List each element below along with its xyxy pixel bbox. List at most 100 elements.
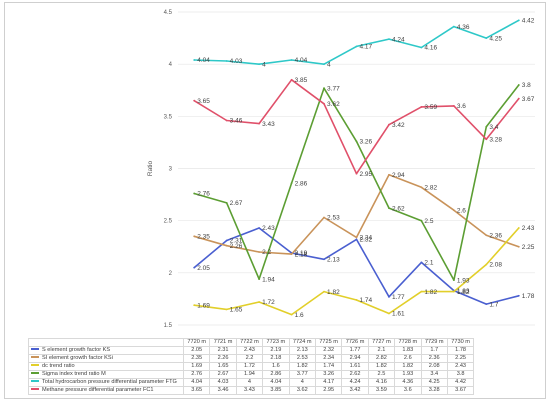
data-table: 7720 m 7721 m 7722 m 7723 m 7724 m 7725 m 7726… — [28, 338, 475, 395]
table-value-cell: 2.36 — [420, 354, 448, 363]
table-value-cell: 2.67 — [209, 370, 237, 379]
table-value-cell: 1.65 — [209, 362, 237, 371]
category-label: 7724 m — [288, 338, 316, 347]
table-row: S element growth factor KS 2.05 2.31 2.43 2.… — [28, 346, 475, 355]
table-value-cell: 4.42 — [446, 378, 475, 387]
table-value-cell: 4.25 — [420, 378, 448, 387]
data-point — [225, 202, 228, 204]
data-point — [290, 182, 293, 185]
data-point — [193, 192, 196, 195]
data-label: 2.13 — [327, 256, 340, 263]
table-row: Methane pressure differential parameter … — [28, 386, 475, 395]
series-line — [193, 84, 520, 281]
data-label: 4.24 — [392, 36, 405, 43]
data-point — [193, 266, 196, 269]
data-point — [193, 304, 196, 307]
series-name: S element growth factor KS — [42, 347, 111, 354]
y-tick-label: 2.5 — [164, 219, 173, 225]
data-point — [452, 290, 455, 293]
data-label: 1.83 — [457, 288, 470, 295]
table-value-cell: 2.18 — [262, 354, 290, 363]
table-value-cell: 3.77 — [288, 370, 316, 379]
data-label: 2.67 — [230, 200, 243, 207]
data-label: 2.34 — [360, 235, 373, 242]
legend-swatch — [31, 380, 39, 382]
data-point — [388, 38, 390, 41]
series-name-cell: Total hydrocarbon pressure differential … — [28, 378, 184, 387]
data-point — [485, 125, 488, 128]
data-point — [388, 123, 390, 126]
data-label: 2.18 — [295, 251, 308, 258]
data-point — [323, 102, 325, 105]
table-value-cell: 4.24 — [341, 378, 369, 387]
data-point — [323, 216, 325, 219]
data-label: 2.25 — [522, 244, 535, 251]
data-label: 4.17 — [360, 44, 373, 51]
data-point — [420, 46, 423, 49]
legend-swatch — [31, 348, 39, 350]
series-line — [193, 19, 520, 65]
data-label: 4.25 — [489, 35, 502, 42]
data-label: 2.86 — [295, 180, 308, 187]
data-label: 2.95 — [360, 171, 373, 178]
data-label: 3.43 — [262, 121, 275, 128]
data-point — [485, 138, 488, 141]
data-point — [323, 258, 325, 261]
table-value-cell: 3.28 — [420, 386, 448, 395]
table-value-cell: 1.72 — [235, 362, 264, 371]
data-point — [452, 25, 455, 28]
series-lines — [193, 19, 520, 316]
table-value-cell: 2.1 — [367, 346, 396, 355]
legend-swatch — [31, 356, 39, 358]
data-point — [517, 245, 520, 248]
data-label: 1.6 — [295, 312, 304, 319]
data-label: 1.74 — [360, 297, 373, 304]
series-name-cell: Methane pressure differential parameter … — [28, 386, 184, 395]
data-label: 2.82 — [424, 184, 437, 191]
table-value-cell: 4.16 — [367, 378, 396, 387]
data-label: 3.65 — [197, 98, 210, 105]
data-label: 2.05 — [197, 265, 210, 272]
table-value-cell: 2.26 — [209, 354, 237, 363]
data-label: 1.65 — [230, 307, 243, 314]
data-label: 2.43 — [522, 225, 535, 232]
data-label: 2.31 — [230, 238, 243, 245]
data-label: 2.76 — [197, 191, 210, 198]
table-value-cell: 2.31 — [209, 346, 237, 355]
y-tick-label: 4.5 — [164, 10, 173, 16]
table-value-cell: 2.94 — [341, 354, 369, 363]
data-point — [258, 63, 261, 66]
data-point — [225, 119, 228, 122]
table-value-cell: 1.61 — [341, 362, 369, 371]
table-value-cell: 3.4 — [420, 370, 448, 379]
data-label: 1.82 — [424, 289, 437, 296]
legend-swatch — [31, 364, 39, 366]
data-point — [225, 244, 228, 247]
y-tick-label: 3.5 — [164, 114, 173, 120]
y-axis-title: Ratio — [147, 161, 154, 177]
data-label: 4 — [262, 61, 266, 68]
data-label: 1.69 — [197, 302, 210, 309]
y-tick-label: 3 — [169, 167, 173, 173]
data-label: 3.62 — [327, 101, 340, 108]
table-value-cell: 3.6 — [394, 386, 422, 395]
data-label: 3.26 — [360, 139, 373, 146]
data-point — [290, 59, 293, 61]
category-label: 7720 m — [182, 338, 211, 347]
table-value-cell: 1.7 — [420, 346, 448, 355]
data-point — [355, 172, 358, 175]
data-label: 3.77 — [327, 85, 340, 92]
data-point — [485, 37, 488, 39]
chart-frame — [4, 2, 546, 399]
table-value-cell: 1.77 — [341, 346, 369, 355]
data-label: 1.7 — [489, 301, 498, 308]
data-labels: 2.05 2.31 2.43 2.19 2.13 2.32 1.77 2.1 1.83 1.7 1.… — [197, 18, 535, 319]
data-point — [517, 84, 520, 86]
series-name-cell: dc trend ratio — [28, 362, 184, 371]
data-label: 3.67 — [522, 96, 535, 103]
data-label: 4 — [327, 61, 331, 68]
series-name-cell: SI element growth factor KSi — [28, 354, 184, 363]
data-label: 1.94 — [262, 276, 275, 283]
data-point — [258, 251, 261, 253]
